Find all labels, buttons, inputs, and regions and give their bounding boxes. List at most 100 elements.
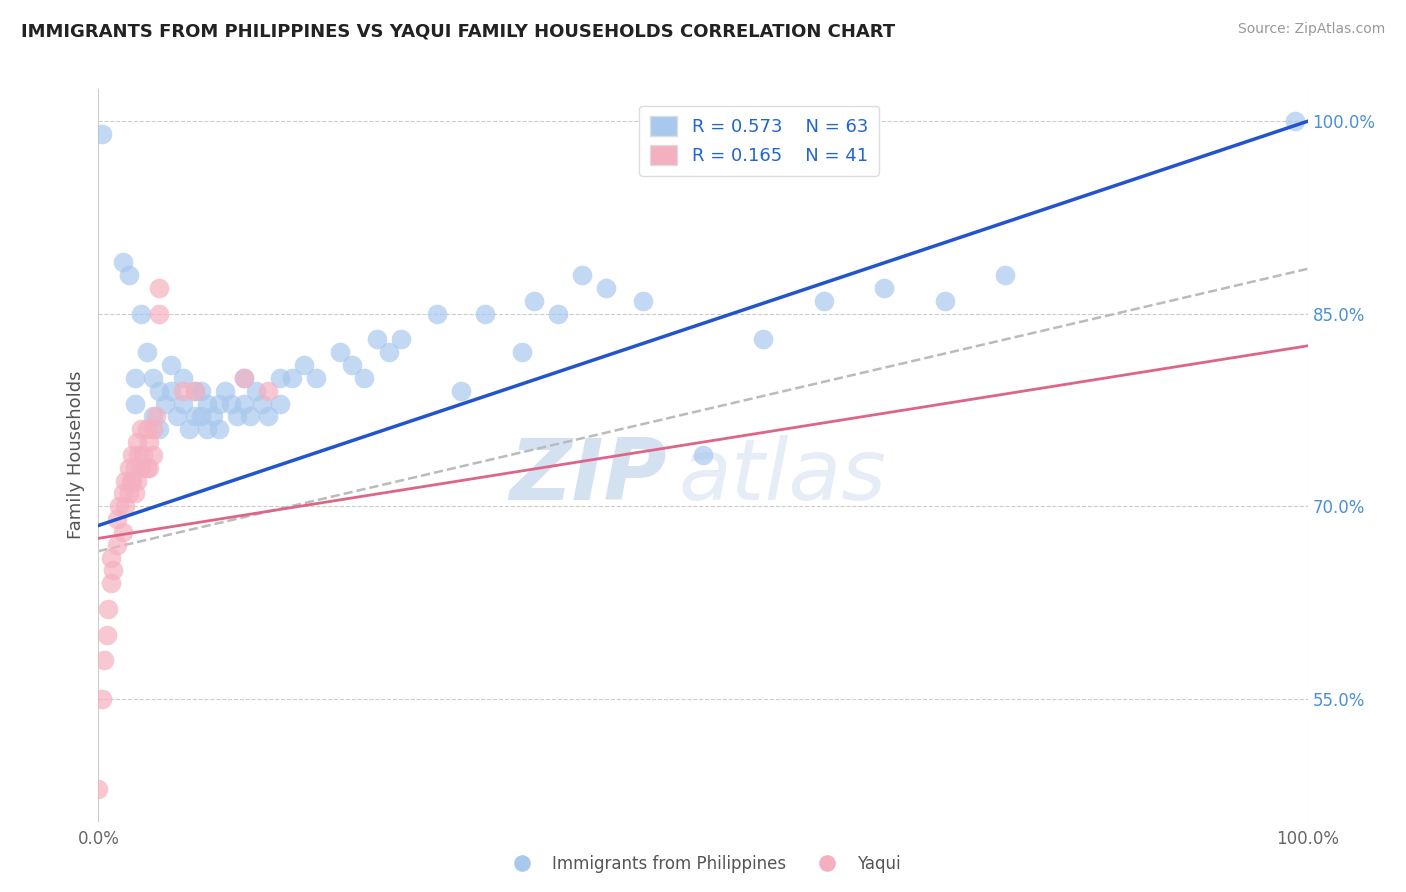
Point bbox=[342, 358, 364, 372]
Point bbox=[121, 448, 143, 462]
Point bbox=[232, 371, 254, 385]
Point bbox=[105, 512, 128, 526]
Point bbox=[269, 371, 291, 385]
Point bbox=[148, 281, 170, 295]
Point bbox=[118, 460, 141, 475]
Point bbox=[129, 460, 152, 475]
Legend: R = 0.573    N = 63, R = 0.165    N = 41: R = 0.573 N = 63, R = 0.165 N = 41 bbox=[640, 105, 879, 176]
Point bbox=[111, 524, 134, 539]
Point bbox=[127, 448, 149, 462]
Point bbox=[93, 653, 115, 667]
Point bbox=[510, 345, 533, 359]
Point bbox=[172, 371, 194, 385]
Point bbox=[692, 448, 714, 462]
Point bbox=[232, 371, 254, 385]
Point bbox=[595, 281, 617, 295]
Point bbox=[142, 409, 165, 424]
Point bbox=[281, 371, 304, 385]
Legend: Immigrants from Philippines, Yaqui: Immigrants from Philippines, Yaqui bbox=[498, 848, 908, 880]
Point bbox=[120, 474, 142, 488]
Point bbox=[138, 435, 160, 450]
Point bbox=[108, 500, 131, 514]
Point bbox=[305, 371, 328, 385]
Point bbox=[100, 576, 122, 591]
Point bbox=[148, 307, 170, 321]
Point bbox=[184, 384, 207, 398]
Point bbox=[172, 384, 194, 398]
Point bbox=[124, 371, 146, 385]
Point bbox=[114, 500, 136, 514]
Point bbox=[135, 345, 157, 359]
Point bbox=[631, 293, 654, 308]
Point bbox=[97, 602, 120, 616]
Point bbox=[129, 307, 152, 321]
Point bbox=[148, 422, 170, 436]
Y-axis label: Family Households: Family Households bbox=[66, 371, 84, 539]
Point bbox=[91, 691, 114, 706]
Point bbox=[132, 448, 155, 462]
Point bbox=[142, 422, 165, 436]
Point bbox=[934, 293, 956, 308]
Point bbox=[153, 396, 176, 410]
Point bbox=[873, 281, 896, 295]
Point bbox=[166, 409, 188, 424]
Point bbox=[256, 384, 278, 398]
Point bbox=[329, 345, 352, 359]
Point bbox=[190, 409, 212, 424]
Point bbox=[127, 474, 149, 488]
Point bbox=[239, 409, 262, 424]
Point bbox=[523, 293, 546, 308]
Point bbox=[269, 396, 291, 410]
Point bbox=[994, 268, 1017, 283]
Point bbox=[250, 396, 273, 410]
Point bbox=[121, 474, 143, 488]
Point bbox=[377, 345, 399, 359]
Point bbox=[353, 371, 375, 385]
Point bbox=[124, 460, 146, 475]
Point bbox=[87, 781, 110, 796]
Point bbox=[474, 307, 496, 321]
Point bbox=[426, 307, 449, 321]
Point bbox=[160, 384, 183, 398]
Point bbox=[232, 396, 254, 410]
Point bbox=[105, 538, 128, 552]
Point bbox=[179, 422, 201, 436]
Point bbox=[389, 333, 412, 347]
Point bbox=[111, 255, 134, 269]
Point bbox=[101, 563, 124, 577]
Text: ZIP: ZIP bbox=[509, 435, 666, 518]
Point bbox=[214, 384, 236, 398]
Point bbox=[135, 460, 157, 475]
Point bbox=[256, 409, 278, 424]
Point bbox=[124, 486, 146, 500]
Point bbox=[195, 396, 218, 410]
Point bbox=[208, 422, 231, 436]
Point bbox=[752, 333, 775, 347]
Point bbox=[100, 550, 122, 565]
Point bbox=[145, 409, 167, 424]
Point bbox=[129, 422, 152, 436]
Point bbox=[118, 486, 141, 500]
Point bbox=[571, 268, 593, 283]
Point bbox=[138, 460, 160, 475]
Text: atlas: atlas bbox=[679, 435, 887, 518]
Point bbox=[96, 627, 118, 641]
Point bbox=[208, 396, 231, 410]
Point bbox=[292, 358, 315, 372]
Point bbox=[184, 384, 207, 398]
Point bbox=[118, 268, 141, 283]
Point bbox=[142, 371, 165, 385]
Text: Source: ZipAtlas.com: Source: ZipAtlas.com bbox=[1237, 22, 1385, 37]
Point bbox=[124, 396, 146, 410]
Point bbox=[547, 307, 569, 321]
Point bbox=[221, 396, 243, 410]
Point bbox=[142, 448, 165, 462]
Point bbox=[160, 358, 183, 372]
Point bbox=[226, 409, 249, 424]
Point bbox=[111, 486, 134, 500]
Point bbox=[114, 474, 136, 488]
Point bbox=[813, 293, 835, 308]
Point bbox=[450, 384, 472, 398]
Point bbox=[127, 435, 149, 450]
Point bbox=[148, 384, 170, 398]
